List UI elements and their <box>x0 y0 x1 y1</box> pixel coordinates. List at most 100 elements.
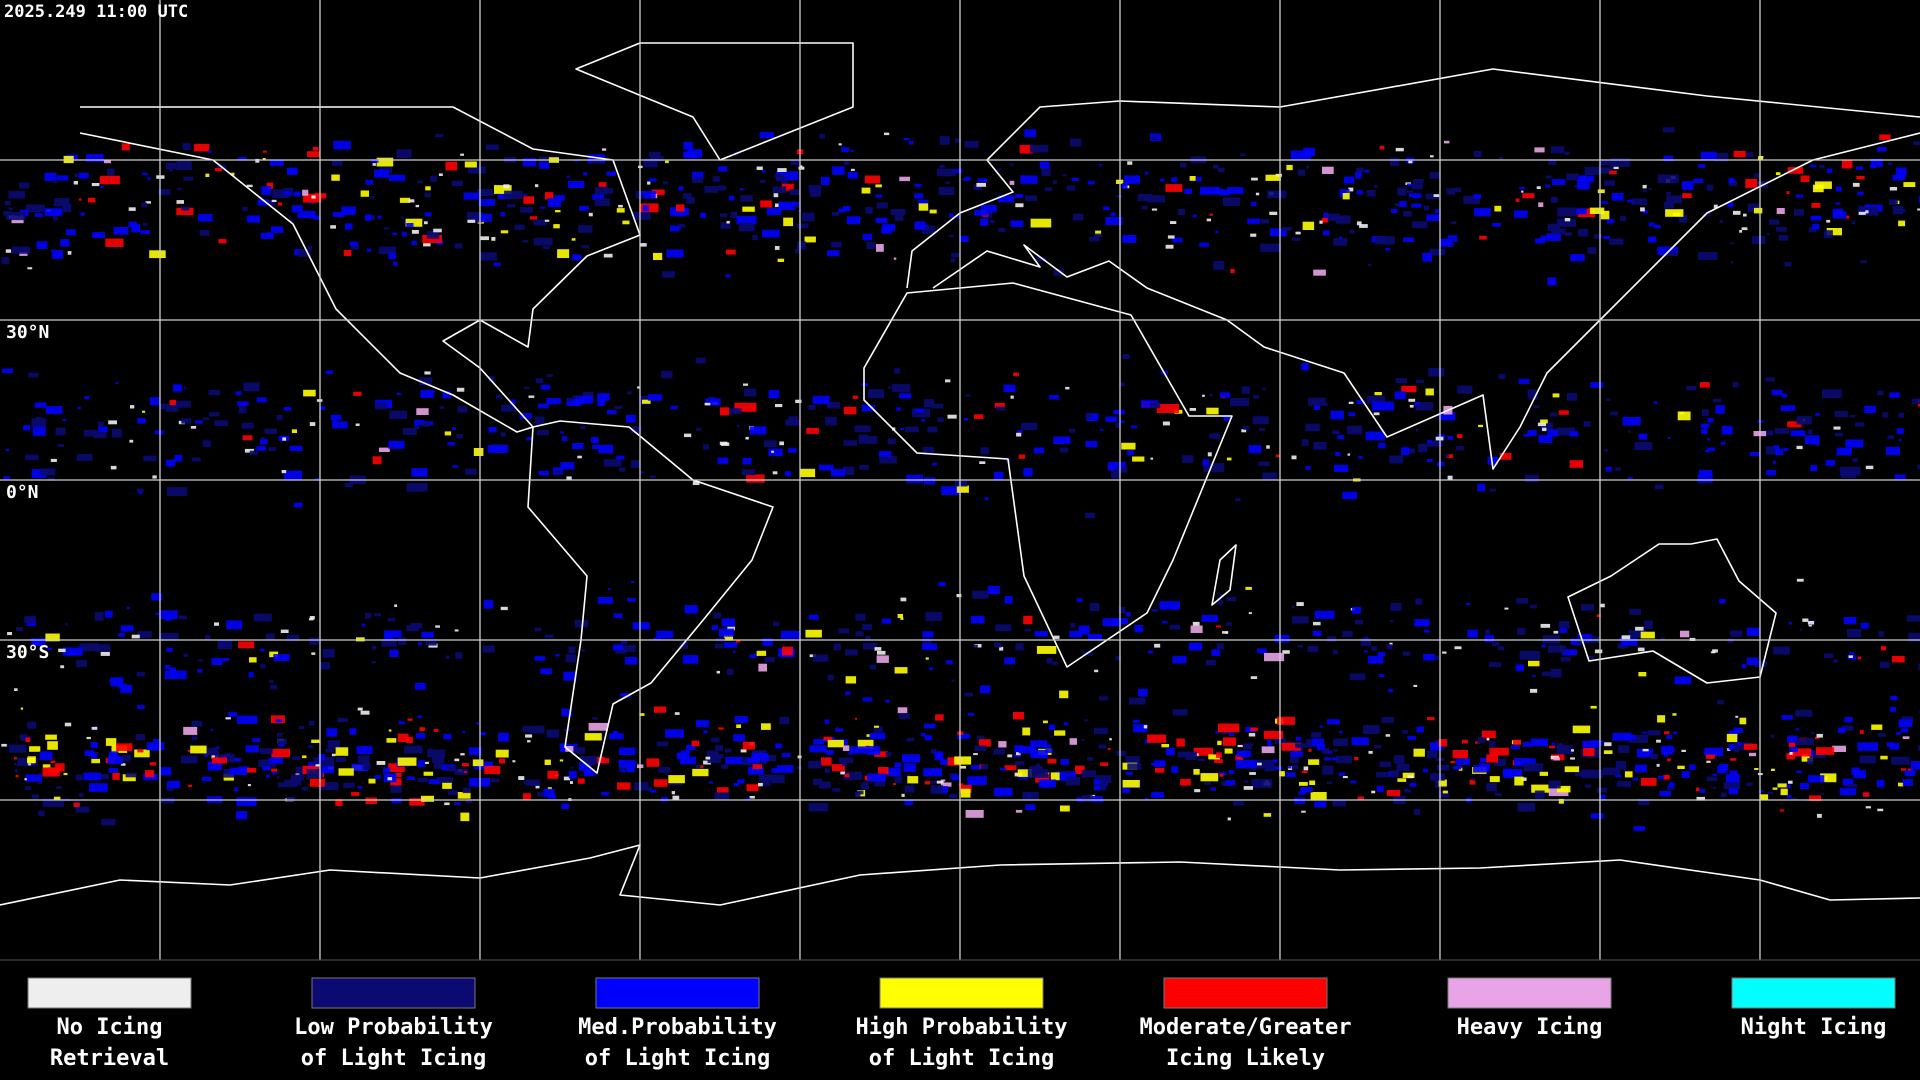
icing-cell <box>1575 771 1587 777</box>
icing-cell <box>1659 790 1671 797</box>
icing-cell <box>1898 220 1906 227</box>
icing-cell <box>405 218 423 227</box>
icing-cell <box>1712 773 1717 776</box>
icing-cell <box>1865 210 1869 214</box>
icing-cell <box>776 171 799 181</box>
icing-cell <box>360 710 370 715</box>
icing-cell <box>1789 752 1794 755</box>
icing-cell <box>1705 754 1715 759</box>
icing-cell <box>565 746 574 752</box>
icing-cell <box>1342 193 1350 200</box>
icing-cell <box>808 404 816 410</box>
icing-cell <box>900 597 907 602</box>
icing-cell <box>1303 766 1309 771</box>
icing-cell <box>526 437 534 441</box>
icing-cell <box>897 614 903 618</box>
icing-cell <box>396 149 412 158</box>
icing-cell <box>746 784 759 792</box>
icing-cell <box>762 638 773 646</box>
icing-cell <box>99 175 120 185</box>
icing-cell <box>1771 768 1775 771</box>
icing-cell <box>1917 208 1920 211</box>
icing-cell <box>488 427 497 433</box>
icing-cell <box>208 390 221 396</box>
icing-cell <box>566 397 574 402</box>
icing-cell <box>1193 747 1213 756</box>
icing-cell <box>1564 766 1580 773</box>
icing-cell <box>433 228 442 233</box>
icing-cell <box>1888 162 1893 165</box>
icing-cell <box>845 676 857 684</box>
icing-cell <box>371 661 377 664</box>
icing-cell <box>1352 606 1361 614</box>
icing-cell <box>1285 772 1296 778</box>
icing-cell <box>1640 207 1645 212</box>
icing-cell <box>540 384 551 390</box>
icing-cell <box>1858 211 1866 215</box>
icing-cell <box>80 212 85 216</box>
icing-cell <box>267 200 276 206</box>
icing-cell <box>768 448 783 457</box>
icing-cell <box>210 728 213 731</box>
icing-cell <box>707 755 721 764</box>
icing-cell <box>1547 429 1559 437</box>
icing-cell <box>1267 742 1273 746</box>
icing-cell <box>1728 180 1738 187</box>
legend-label: Heavy Icing <box>1457 1015 1603 1040</box>
icing-cell <box>1043 720 1048 724</box>
icing-cell <box>1655 484 1664 490</box>
icing-cell <box>658 766 671 773</box>
icing-cell <box>1498 373 1506 379</box>
icing-cell <box>1706 776 1718 782</box>
icing-cell <box>780 630 801 639</box>
icing-cell <box>578 225 593 233</box>
icing-cell <box>972 590 989 599</box>
icing-cell <box>737 424 740 427</box>
icing-cell <box>1657 715 1666 723</box>
icing-cell <box>353 391 362 396</box>
icing-cell <box>592 717 598 720</box>
icing-cell <box>1446 454 1454 458</box>
icing-cell <box>487 445 507 453</box>
icing-cell <box>259 648 265 652</box>
icing-cell <box>878 451 892 457</box>
icing-cell <box>463 771 467 774</box>
icing-cell <box>7 632 12 636</box>
icing-cell <box>192 736 198 741</box>
icing-cell <box>128 207 136 211</box>
icing-cell <box>1102 618 1119 627</box>
icing-cell <box>1849 414 1856 418</box>
icing-cell <box>13 762 17 766</box>
icing-cell <box>924 781 931 785</box>
icing-cell <box>47 477 56 481</box>
icing-cell <box>343 249 352 256</box>
icing-cell <box>271 226 284 234</box>
icing-cell <box>994 402 1005 408</box>
icing-cell <box>1903 182 1916 187</box>
icing-cell <box>572 443 584 450</box>
icing-cell <box>1339 236 1342 239</box>
icing-cell <box>205 635 211 640</box>
icing-cell <box>758 782 763 787</box>
icing-cell <box>639 203 659 213</box>
icing-cell <box>331 174 340 181</box>
icing-cell <box>26 204 46 213</box>
icing-cell <box>1689 764 1696 771</box>
icing-cell <box>1375 236 1395 245</box>
icing-cell <box>899 393 912 399</box>
icing-cell <box>472 759 484 767</box>
icing-cell <box>695 764 704 769</box>
icing-cell <box>398 637 407 646</box>
icing-cell <box>1053 635 1060 639</box>
icing-cell <box>904 800 914 806</box>
icing-cell <box>721 442 730 446</box>
icing-cell <box>1753 207 1763 214</box>
icing-cell <box>1698 164 1706 168</box>
icing-cell <box>535 416 545 425</box>
icing-cell <box>1336 755 1352 764</box>
icing-cell <box>236 797 257 807</box>
icing-cell <box>271 715 285 724</box>
icing-cell <box>1730 630 1743 637</box>
icing-cell <box>1615 761 1627 770</box>
icing-cell <box>452 180 463 186</box>
